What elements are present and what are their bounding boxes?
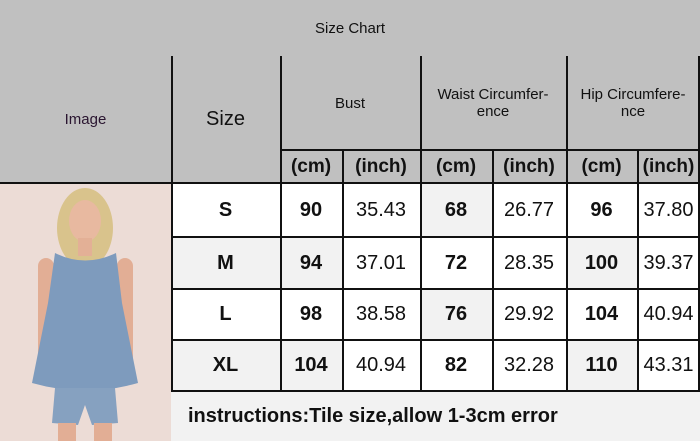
instructions-note: instructions:Tile size,allow 1-3cm error: [171, 391, 700, 441]
cell-hip-cm: 104: [584, 303, 619, 325]
cell-hip-cm: 110: [566, 340, 637, 391]
cell-hip-cm: 96: [590, 198, 613, 221]
header-image: Image: [64, 111, 107, 128]
unit-hip-inch: (inch): [642, 155, 695, 177]
cell-waist-in: 32.28: [503, 354, 555, 376]
cell-bust-in: 37.01: [355, 251, 407, 274]
cell-size: XL: [171, 340, 280, 391]
unit-waist-inch: (inch): [503, 155, 555, 177]
cell-waist-cm: 82: [444, 354, 468, 376]
header-size: Size: [206, 108, 245, 130]
cell-hip-cm: 100: [566, 237, 637, 289]
unit-waist-cm: (cm): [435, 155, 477, 177]
table-header: [0, 0, 700, 183]
cell-size: S: [218, 198, 233, 221]
cell-bust-in: 38.58: [355, 303, 407, 325]
product-image: [0, 183, 171, 441]
header-bust: Bust: [334, 94, 365, 112]
cell-waist-cm: 76: [420, 289, 492, 340]
cell-waist-in: 29.92: [503, 303, 555, 325]
cell-hip-in: 43.31: [643, 354, 694, 376]
unit-hip-cm: (cm): [581, 155, 622, 177]
cell-waist-in: 26.77: [503, 198, 555, 221]
cell-hip-in: 37.80: [643, 198, 694, 221]
cell-bust-cm: 98: [299, 303, 323, 325]
cell-bust-in: 35.43: [355, 198, 407, 221]
cell-bust-in: 40.94: [355, 354, 407, 376]
unit-bust-inch: (inch): [355, 155, 407, 177]
cell-size: L: [219, 303, 232, 325]
cell-waist-cm: 68: [420, 183, 492, 237]
cell-bust-cm: 90: [299, 198, 323, 221]
model-photo-icon: [32, 188, 138, 441]
cell-size: M: [171, 237, 280, 289]
cell-waist-cm: 72: [444, 251, 468, 274]
header-waist: Waist Circumfer-ence: [437, 86, 549, 120]
cell-waist-in: 28.35: [503, 251, 555, 274]
cell-hip-in: 40.94: [643, 303, 694, 325]
chart-title: Size Chart: [314, 19, 386, 37]
cell-bust-cm: 94: [280, 237, 342, 289]
unit-bust-cm: (cm): [290, 155, 332, 177]
cell-bust-cm: 104: [280, 340, 342, 391]
cell-hip-in: 39.37: [643, 251, 694, 274]
header-hip: Hip Circumfere-nce: [580, 86, 686, 120]
